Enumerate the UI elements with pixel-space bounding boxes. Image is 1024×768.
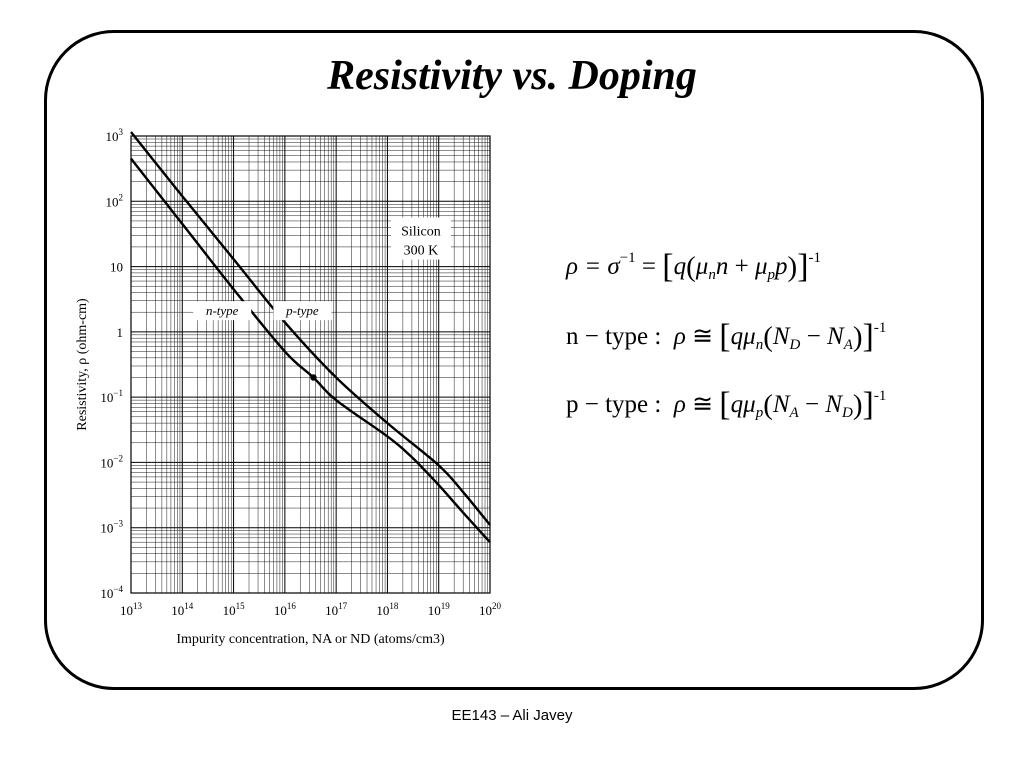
x-tick-label: 1019 [428,601,451,618]
y-tick-label: 10−2 [100,453,123,470]
footer-credit: EE143 – Ali Javey [451,707,573,724]
annotation-bg [390,217,451,260]
equation-general-lhs: ρ = σ [566,253,620,280]
series-n-type-line [130,157,491,544]
series-p-type-label: p-type [285,303,319,318]
y-tick-label: 10 [110,260,123,275]
equation-p-type-sub-b: D [842,405,853,421]
y-tick-label: 10−4 [100,584,123,601]
series-p-type-label-bg [273,301,332,321]
equation-p-type-exp: -1 [873,388,887,404]
x-tick-label: 1014 [171,601,194,618]
y-tick-label: 1 [117,325,124,340]
equation-general-rhs-exp: -1 [808,250,822,266]
equation-n-type-sub-mu: n [755,337,764,353]
y-tick-label: 10−3 [100,519,123,536]
annotation-line-1: Silicon [401,225,441,240]
equation-n-type-exp: -1 [873,320,887,336]
slide-frame [44,30,984,690]
equation-general: ρ = σ−1 = [q(μnn + μpp)]-1 [566,248,822,285]
plot-frame [130,135,491,594]
equation-general-lhs-exp: −1 [619,250,636,266]
annotation-line-2: 300 K [404,244,439,259]
series-n-type-label: n-type [206,303,239,318]
y-tick-label: 102 [106,192,124,209]
y-tick-label: 103 [106,127,124,144]
series-n-type-label-bg [193,301,252,321]
slide-title: Resistivity vs. Doping [327,53,697,99]
equation-n-type: n − type : ρ ≅ [qμn(ND − NA)]-1 [566,318,887,355]
y-axis-title: Resistivity, ρ (ohm-cm) [75,298,90,431]
equation-n-type-sub-a: D [789,337,801,353]
x-tick-label: 1015 [223,601,246,618]
x-tick-label: 1013 [120,601,143,618]
equation-n-type-label: n − type : [566,323,662,350]
data-point-marker [310,374,317,381]
x-tick-label: 1020 [479,601,502,618]
equation-p-type: p − type : ρ ≅ [qμp(NA − ND)]-1 [566,386,887,423]
x-axis-title: Impurity concentration, NA or ND (atoms/… [176,632,445,647]
series-p-type-line [130,131,491,526]
x-tick-label: 1018 [376,601,399,618]
x-tick-label: 1017 [325,601,348,618]
equation-p-type-label: p − type : [566,391,662,418]
equation-p-type-sub-mu: p [755,405,764,421]
x-tick-label: 1016 [274,601,297,618]
y-tick-label: 10−1 [100,388,123,405]
equation-n-type-sub-b: A [843,337,853,353]
equation-p-type-sub-a: A [789,405,799,421]
